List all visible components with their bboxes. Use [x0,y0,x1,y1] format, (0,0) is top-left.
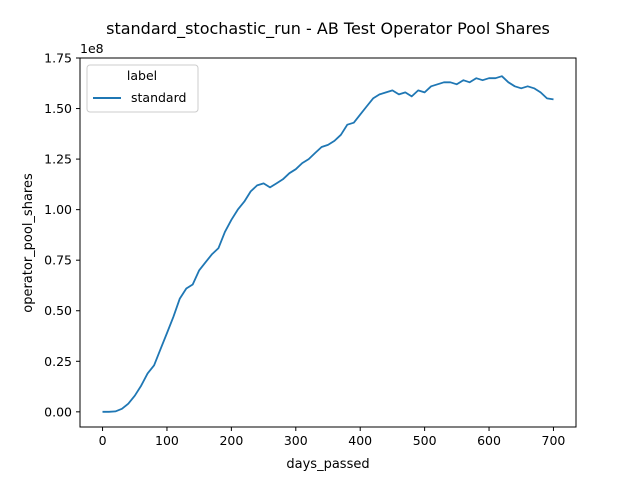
y-tick-label: 1.75 [44,51,72,66]
y-tick-label: 0.75 [44,253,72,268]
x-tick-label: 700 [542,433,566,448]
y-tick-label: 1.25 [44,152,72,167]
x-tick-label: 400 [348,433,372,448]
legend-entry-standard: standard [131,90,186,105]
x-tick-label: 0 [99,433,107,448]
y-axis-offset-label: 1e8 [80,41,104,56]
legend-title: label [127,68,157,83]
x-tick-label: 500 [413,433,437,448]
chart-title: standard_stochastic_run - AB Test Operat… [106,19,550,39]
x-axis-label: days_passed [286,457,369,472]
legend-box [86,64,199,113]
x-tick-label: 300 [284,433,308,448]
x-tick-label: 200 [219,433,243,448]
y-tick-label: 0.25 [44,354,72,369]
y-tick-label: 0.50 [44,303,72,318]
y-tick-label: 1.00 [44,202,72,217]
series-line-standard [102,75,554,413]
y-tick-label: 1.50 [44,101,72,116]
x-tick-label: 100 [155,433,179,448]
legend: label standard [86,64,199,113]
y-axis-label: operator_pool_shares [21,173,36,313]
plot-area: 0 100 200 300 400 500 600 700 0.00 0.25 0.50 0.75 1.… [44,51,577,448]
y-tick-label: 0.00 [44,404,72,419]
x-tick-label: 600 [477,433,501,448]
plot-frame [79,57,577,428]
